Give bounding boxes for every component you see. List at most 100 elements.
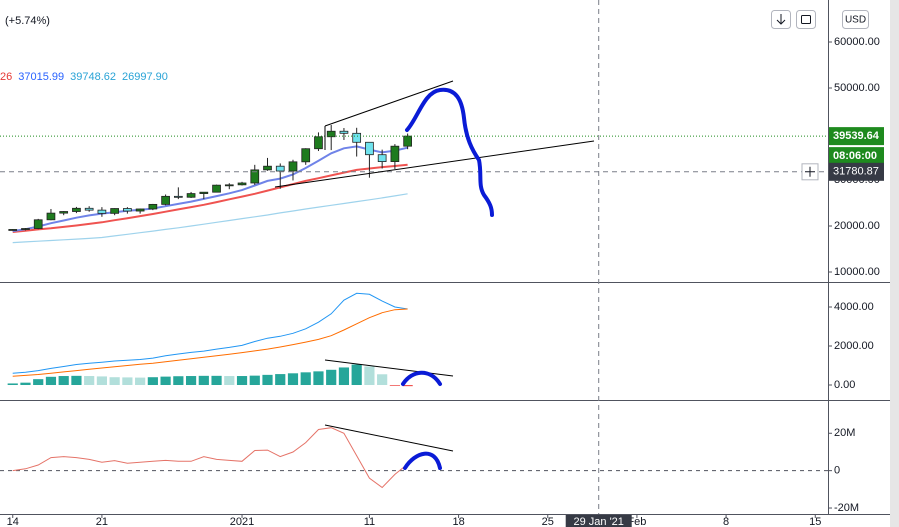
candle-body (186, 193, 196, 198)
candle-body (263, 165, 272, 171)
histogram-bar (135, 377, 146, 386)
fullscreen-icon (801, 15, 811, 24)
histogram-bar (377, 374, 388, 386)
x-tick-label: 15 (809, 516, 821, 527)
histogram-bar (185, 376, 197, 386)
currency-button[interactable] (842, 10, 869, 29)
y-tick-label: 0.00 (834, 379, 855, 391)
histogram-bar (402, 385, 413, 387)
candle-body (123, 208, 132, 212)
indicator-legend-value: 26 (0, 71, 12, 83)
candle-body (8, 229, 18, 231)
toolbar: USD (771, 10, 869, 29)
x-tick-label: Feb (627, 516, 646, 527)
indicator-legend-value: 39748.62 (70, 71, 116, 83)
freehand-drawing (401, 370, 442, 386)
candle-body (377, 154, 387, 162)
fullscreen-button[interactable] (796, 10, 816, 29)
y-tick-label: 20000.00 (834, 220, 880, 232)
freehand-drawing (403, 451, 442, 470)
x-tick-label: 18 (452, 516, 464, 527)
histogram-bar (122, 377, 133, 386)
histogram-bar (249, 375, 260, 386)
y-tick-label: 50000.00 (834, 82, 880, 94)
crosshair-time-label: 29 Jan '21 (573, 516, 623, 527)
last-price-box (829, 127, 884, 146)
candle-body (352, 132, 362, 143)
histogram-bar (275, 374, 286, 386)
y-tick-label: 20M (834, 427, 855, 439)
candle-body (21, 228, 30, 230)
histogram-bar (326, 369, 337, 386)
histogram-bar (160, 376, 171, 386)
histogram-bar (236, 376, 248, 386)
indicator-legend-value: 26997.90 (122, 71, 168, 83)
y-tick-label: -20M (834, 502, 859, 514)
histogram-bar (20, 382, 31, 386)
x-tick-label: 25 (542, 516, 554, 527)
trendline (324, 424, 454, 452)
moving-average (12, 163, 408, 233)
countdown-box (829, 147, 884, 165)
candle-body (250, 169, 260, 184)
candle-body (314, 136, 323, 150)
moving-average (12, 145, 408, 233)
histogram-bar (300, 372, 311, 386)
histogram-bar (211, 375, 222, 386)
candle-body (199, 191, 209, 194)
download-icon (776, 14, 786, 25)
crosshair-time-box (565, 515, 632, 527)
histogram-bar (364, 366, 375, 386)
x-tick-label: 21 (96, 516, 108, 527)
y-tick-label: 2000.00 (834, 340, 874, 352)
y-tick-label: 0 (834, 465, 840, 477)
crosshair-price-box (829, 162, 884, 181)
annotations (274, 80, 595, 470)
histogram-bar (147, 377, 158, 386)
last-price-label: 39539.64 (833, 130, 880, 142)
histogram-bar (45, 376, 57, 386)
histogram-bar (262, 374, 273, 386)
freehand-drawing (405, 87, 494, 217)
moving-average (12, 193, 408, 244)
candle-body (110, 208, 119, 214)
candle-body (135, 208, 145, 212)
candle-body (390, 145, 400, 162)
candle-body (173, 195, 183, 198)
histogram-bar (58, 376, 69, 386)
candle-body (237, 182, 247, 186)
trendline (324, 80, 454, 127)
candle-body (148, 203, 158, 210)
histogram-bar (198, 375, 209, 386)
histogram-bar (338, 367, 350, 386)
y-tick-label: 4000.00 (834, 301, 874, 313)
candle-body (212, 184, 221, 193)
y-tick-label: 10000.00 (834, 266, 880, 278)
histogram-bar (224, 376, 235, 386)
candle-body (275, 165, 285, 172)
crosshair-add-icon (805, 166, 815, 177)
indicator-legend-value: 37015.99 (18, 71, 64, 83)
candle-body (46, 212, 56, 221)
histogram-bar (389, 385, 400, 386)
histogram-bar (313, 371, 324, 386)
change-label: (+5.74%) (5, 15, 50, 27)
candle-body (301, 148, 311, 163)
histogram-bar (351, 364, 362, 386)
histogram-bar (33, 379, 44, 386)
histogram-bar (173, 376, 184, 386)
candle-body (339, 130, 349, 134)
signal-line (12, 308, 408, 377)
candle-body (72, 207, 81, 212)
currency-label: USD (845, 15, 866, 26)
candle-body (161, 195, 170, 205)
candle-body (97, 209, 107, 214)
y-tick-label: 60000.00 (834, 36, 880, 48)
candle-body (84, 207, 94, 211)
trendline (274, 140, 595, 188)
histogram-bar (287, 373, 299, 386)
candle-body (403, 135, 412, 147)
